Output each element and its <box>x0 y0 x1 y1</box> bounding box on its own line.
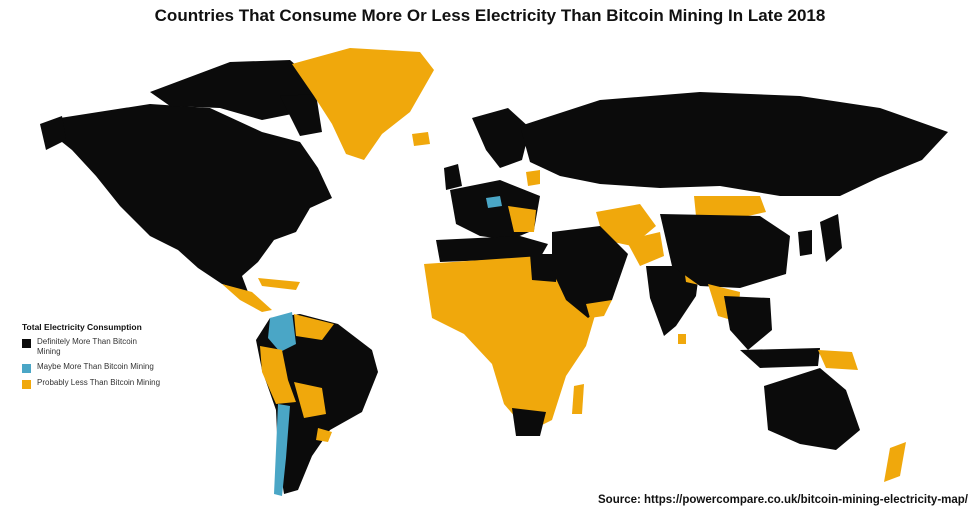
arctic-islands <box>150 60 320 120</box>
uruguay <box>316 428 332 442</box>
korea <box>798 230 812 256</box>
central-america <box>222 284 272 312</box>
legend-item-maybe: Maybe More Than Bitcoin Mining <box>22 362 172 373</box>
legend-label-maybe: Maybe More Than Bitcoin Mining <box>37 362 154 371</box>
andes-west <box>260 346 296 404</box>
iceland <box>412 132 430 146</box>
kazakhstan-central-asia <box>596 204 656 246</box>
legend-label-more: Definitely More Than Bitcoin Mining <box>37 337 137 356</box>
sri-lanka <box>678 334 686 344</box>
afghanistan-pakistan <box>626 232 664 266</box>
central-europe-maybe <box>486 196 502 208</box>
africa <box>424 256 596 432</box>
bolivia-paraguay <box>294 382 326 418</box>
legend-swatch-more <box>22 339 31 348</box>
map-title: Countries That Consume More Or Less Elec… <box>154 6 826 25</box>
southeast-asia <box>724 296 772 350</box>
greenland <box>292 48 434 160</box>
china <box>660 214 790 288</box>
india <box>646 266 700 336</box>
legend-label-less: Probably Less Than Bitcoin Mining <box>37 378 161 387</box>
australia <box>764 368 860 450</box>
legend-swatch-less <box>22 380 31 389</box>
russia <box>520 92 948 196</box>
legend-item-less: Probably Less Than Bitcoin Mining <box>22 378 172 389</box>
scandinavia <box>472 108 530 168</box>
middle-east <box>552 226 628 318</box>
north-africa-coast <box>436 236 548 262</box>
yemen-oman <box>586 300 612 318</box>
alaska-west <box>40 116 66 150</box>
balkans <box>508 206 536 232</box>
new-zealand <box>884 442 906 482</box>
papua-new-guinea <box>818 350 858 370</box>
colombia <box>268 312 296 352</box>
uk-ireland <box>444 164 462 190</box>
baffin-island <box>280 94 322 136</box>
source-attribution: Source: https://powercompare.co.uk/bitco… <box>598 494 968 506</box>
madagascar <box>572 384 584 414</box>
egypt <box>530 254 558 282</box>
legend-item-more: Definitely More Than Bitcoin Mining <box>22 337 172 357</box>
north-america <box>52 104 332 292</box>
baltic-states <box>526 170 540 186</box>
legend-title: Total Electricity Consumption <box>22 322 142 332</box>
legend-swatch-maybe <box>22 364 31 373</box>
indonesia <box>740 348 820 368</box>
legend: Total Electricity Consumption Definitely… <box>22 322 172 394</box>
japan <box>820 214 842 262</box>
south-africa <box>512 408 546 436</box>
chile <box>274 404 290 496</box>
caribbean <box>258 278 300 290</box>
venezuela <box>294 314 334 340</box>
